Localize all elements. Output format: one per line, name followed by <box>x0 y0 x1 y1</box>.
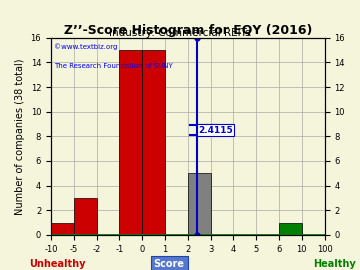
Bar <box>51 222 74 235</box>
Text: Healthy: Healthy <box>313 259 356 269</box>
Text: Score: Score <box>154 259 185 269</box>
Text: ©www.textbiz.org: ©www.textbiz.org <box>54 44 117 50</box>
Title: Z’’-Score Histogram for EQY (2016): Z’’-Score Histogram for EQY (2016) <box>64 24 312 37</box>
Text: 2.4115: 2.4115 <box>198 126 233 135</box>
Bar <box>74 198 96 235</box>
Bar <box>120 50 142 235</box>
Bar <box>188 173 211 235</box>
Text: Unhealthy: Unhealthy <box>29 259 85 269</box>
Text: Industry: Commercial REITs: Industry: Commercial REITs <box>109 28 251 38</box>
Bar <box>142 50 165 235</box>
Text: The Research Foundation of SUNY: The Research Foundation of SUNY <box>54 63 172 69</box>
Y-axis label: Number of companies (38 total): Number of companies (38 total) <box>15 58 25 215</box>
Bar <box>279 222 302 235</box>
